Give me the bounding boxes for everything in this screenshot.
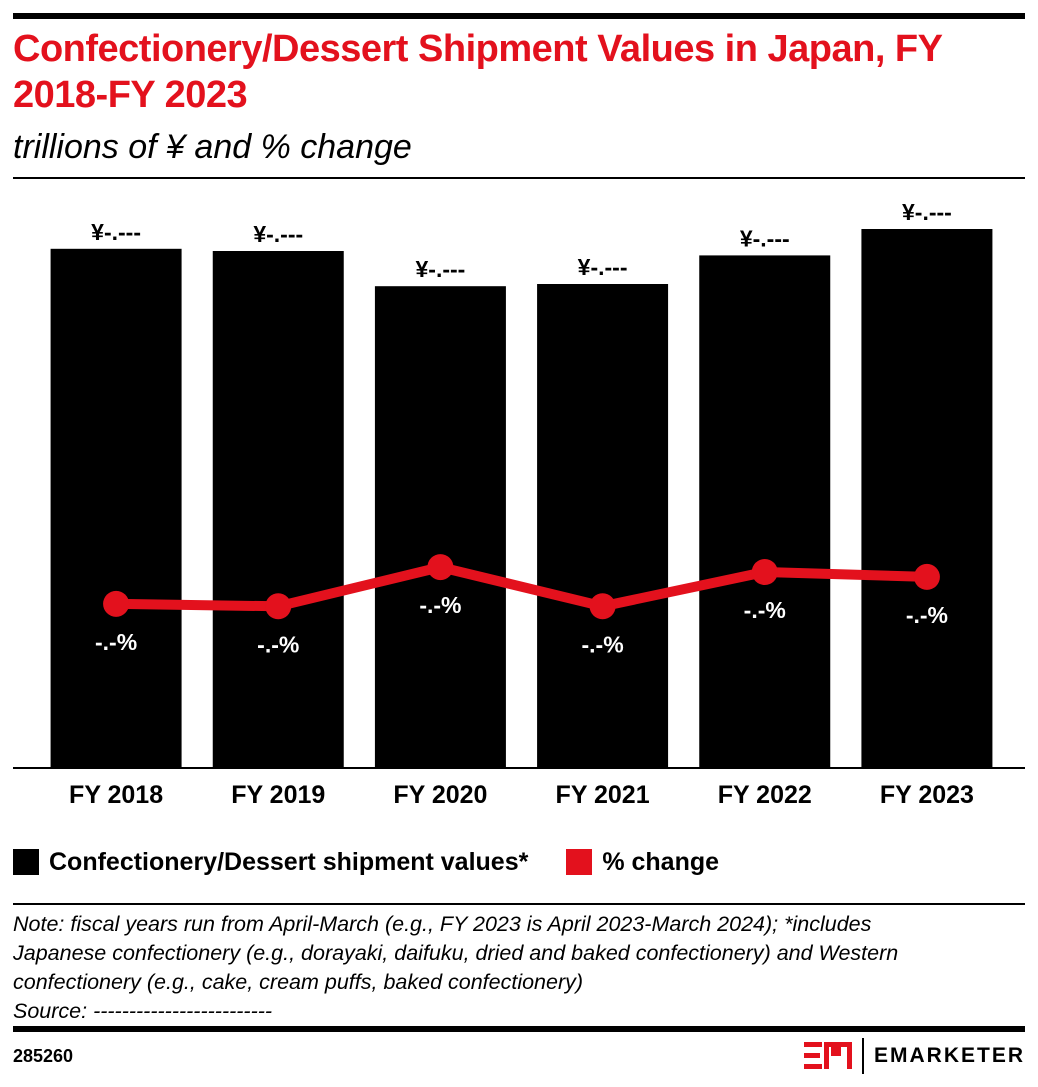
percent-change-point — [103, 590, 130, 617]
note-line: confectionery (e.g., cake, cream puffs, … — [13, 970, 584, 994]
bottom-border — [13, 1026, 1025, 1032]
percent-change-point — [427, 554, 454, 581]
bar-value-label: ¥-.--- — [902, 199, 952, 225]
percent-change-label: -.-% — [95, 629, 137, 655]
source-line: Source: ------------------------- — [13, 999, 273, 1023]
percent-change-label: -.-% — [906, 602, 948, 628]
brand-separator — [861, 1038, 864, 1074]
top-border — [13, 13, 1025, 19]
chart-legend: Confectionery/Dessert shipment values* %… — [13, 844, 757, 880]
bar — [374, 286, 506, 768]
percent-change-point — [751, 559, 778, 585]
bar — [50, 248, 182, 769]
legend-swatch-bar — [13, 849, 39, 875]
percent-change-point — [913, 563, 940, 590]
bar — [212, 251, 344, 768]
x-tick-label: FY 2022 — [718, 781, 812, 809]
bar-value-label: ¥-.--- — [740, 225, 790, 251]
x-tick-label: FY 2023 — [880, 781, 974, 809]
note-line: Japanese confectionery (e.g., dorayaki, … — [13, 941, 899, 965]
chart-subtitle: trillions of ¥ and % change — [13, 128, 412, 166]
legend-label-shipment-values: Confectionery/Dessert shipment values* — [49, 847, 529, 876]
x-tick-label: FY 2018 — [69, 781, 163, 809]
legend-item-percent-change: % change — [566, 848, 719, 877]
combo-chart: ¥-.--- FY 2018 ¥-.--- FY 2019 ¥-.--- FY 2020 ¥… — [13, 199, 1025, 809]
bar — [699, 255, 831, 768]
legend-swatch-line — [566, 849, 593, 875]
x-tick-label: FY 2021 — [556, 781, 650, 809]
x-tick-label: FY 2019 — [231, 781, 325, 809]
brand-name: EMARKETER — [873, 1044, 1025, 1067]
percent-change-point — [265, 593, 292, 620]
percent-change-label: -.-% — [257, 631, 299, 657]
percent-change-point — [589, 593, 616, 620]
bar-value-label: ¥-.--- — [578, 254, 628, 280]
bar-value-label: ¥-.--- — [416, 256, 466, 282]
brand-logo: EMARKETER — [803, 1038, 1025, 1074]
percent-change-label: -.-% — [581, 631, 623, 657]
note-line: Note: fiscal years run from April-March … — [13, 912, 872, 936]
percent-change-line — [116, 562, 928, 612]
legend-item-shipment-values: Confectionery/Dessert shipment values* — [13, 848, 528, 877]
percent-change-label: -.-% — [419, 592, 461, 618]
legend-label-percent-change: % change — [602, 847, 720, 876]
x-tick-label: FY 2020 — [393, 781, 487, 809]
bar-value-label: ¥-.--- — [91, 219, 141, 245]
chart-title: Confectionery/Dessert Shipment Values in… — [13, 28, 942, 116]
bar — [861, 229, 993, 768]
chart-id: 285260 — [13, 1046, 74, 1066]
note-divider — [13, 903, 1025, 905]
chart-note: Note: fiscal years run from April-March … — [13, 910, 1028, 1026]
em-logo-icon — [803, 1042, 852, 1069]
bar-value-label: ¥-.--- — [253, 221, 303, 247]
bar — [537, 284, 669, 768]
percent-change-label: -.-% — [744, 597, 786, 623]
header-divider — [13, 177, 1025, 179]
